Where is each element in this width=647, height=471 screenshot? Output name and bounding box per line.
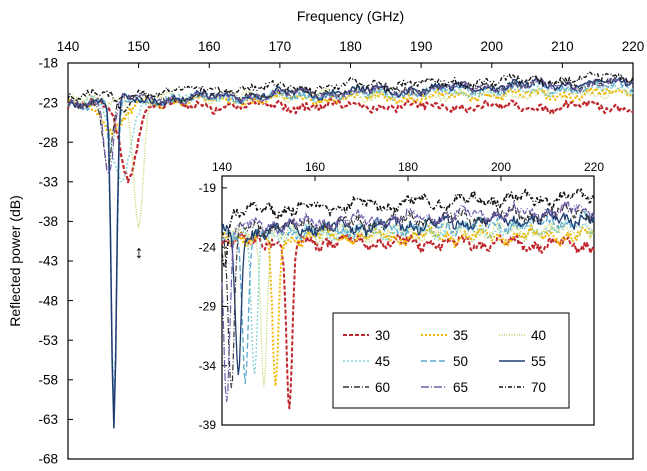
series-line-50 [221, 211, 595, 385]
y-tick-label: -68 [38, 452, 58, 466]
y-tick-label: -24 [199, 240, 217, 254]
series-line-65 [221, 201, 595, 403]
y-tick-label: -19 [199, 181, 217, 195]
y-tick-label: -34 [199, 359, 217, 373]
legend: 30 35 40 45 50 55 60 65 70 [332, 312, 570, 409]
legend-item: 30 [343, 328, 390, 343]
x-tick-label: 190 [410, 39, 433, 54]
legend-item: 50 [421, 354, 468, 369]
x-tick-label: 210 [551, 39, 574, 54]
series-line-60 [221, 201, 595, 389]
y-tick-label: -39 [199, 418, 217, 432]
legend-item: 55 [499, 354, 546, 369]
y-tick-label: -38 [38, 214, 58, 229]
series-line-40 [221, 220, 595, 388]
series-line-70 [67, 71, 634, 113]
series-line-45 [221, 217, 595, 376]
annotation-arrow: ↕ [135, 242, 144, 262]
legend-item: 70 [499, 380, 546, 395]
legend-box [332, 312, 570, 409]
legend-label: 40 [531, 328, 546, 343]
legend-label: 55 [531, 354, 546, 369]
inset-chart: 140 160 180 200 220 -19 -24 -29 -34 -39 30 35 40 45 50… [199, 160, 605, 432]
x-tick-label: 220 [584, 160, 604, 174]
legend-item: 60 [343, 380, 390, 395]
series-line-40 [67, 85, 634, 229]
x-tick-label: 180 [339, 39, 362, 54]
x-tick-label: 200 [480, 39, 503, 54]
series-line-70 [221, 187, 595, 269]
x-tick-label: 220 [622, 39, 645, 54]
y-tick-label: -33 [38, 175, 58, 190]
y-tick-label: -58 [38, 373, 58, 388]
series-line-65 [67, 76, 634, 174]
legend-label: 30 [375, 328, 390, 343]
legend-label: 60 [375, 380, 390, 395]
y-tick-label: -53 [38, 333, 58, 348]
y-tick-label: -23 [38, 95, 58, 110]
x-tick-label: 150 [127, 39, 150, 54]
legend-item: 40 [499, 328, 546, 343]
y-tick-label: -29 [199, 300, 217, 314]
x-tick-label: 180 [398, 160, 418, 174]
y-axis-title: Reflected power (dB) [7, 195, 23, 327]
y-tick-label: -43 [38, 254, 58, 269]
x-tick-label: 170 [269, 39, 292, 54]
legend-item: 35 [421, 328, 468, 343]
legend-label: 35 [453, 328, 468, 343]
legend-label: 45 [375, 354, 390, 369]
legend-item: 65 [421, 380, 468, 395]
y-tick-label: -18 [38, 56, 58, 71]
legend-label: 50 [453, 354, 468, 369]
x-tick-label: 160 [198, 39, 221, 54]
series-line-30 [221, 230, 595, 410]
legend-label: 70 [531, 380, 546, 395]
legend-item: 45 [343, 354, 390, 369]
x-tick-label: 160 [305, 160, 325, 174]
y-tick-label: -63 [38, 412, 58, 427]
y-tick-label: -28 [38, 135, 58, 150]
x-tick-label: 140 [212, 160, 232, 174]
x-axis-title: Frequency (GHz) [297, 8, 404, 24]
x-tick-label: 140 [57, 39, 80, 54]
y-tick-label: -48 [38, 293, 58, 308]
series-line-35 [221, 224, 595, 388]
legend-label: 65 [453, 380, 468, 395]
x-tick-label: 200 [491, 160, 511, 174]
